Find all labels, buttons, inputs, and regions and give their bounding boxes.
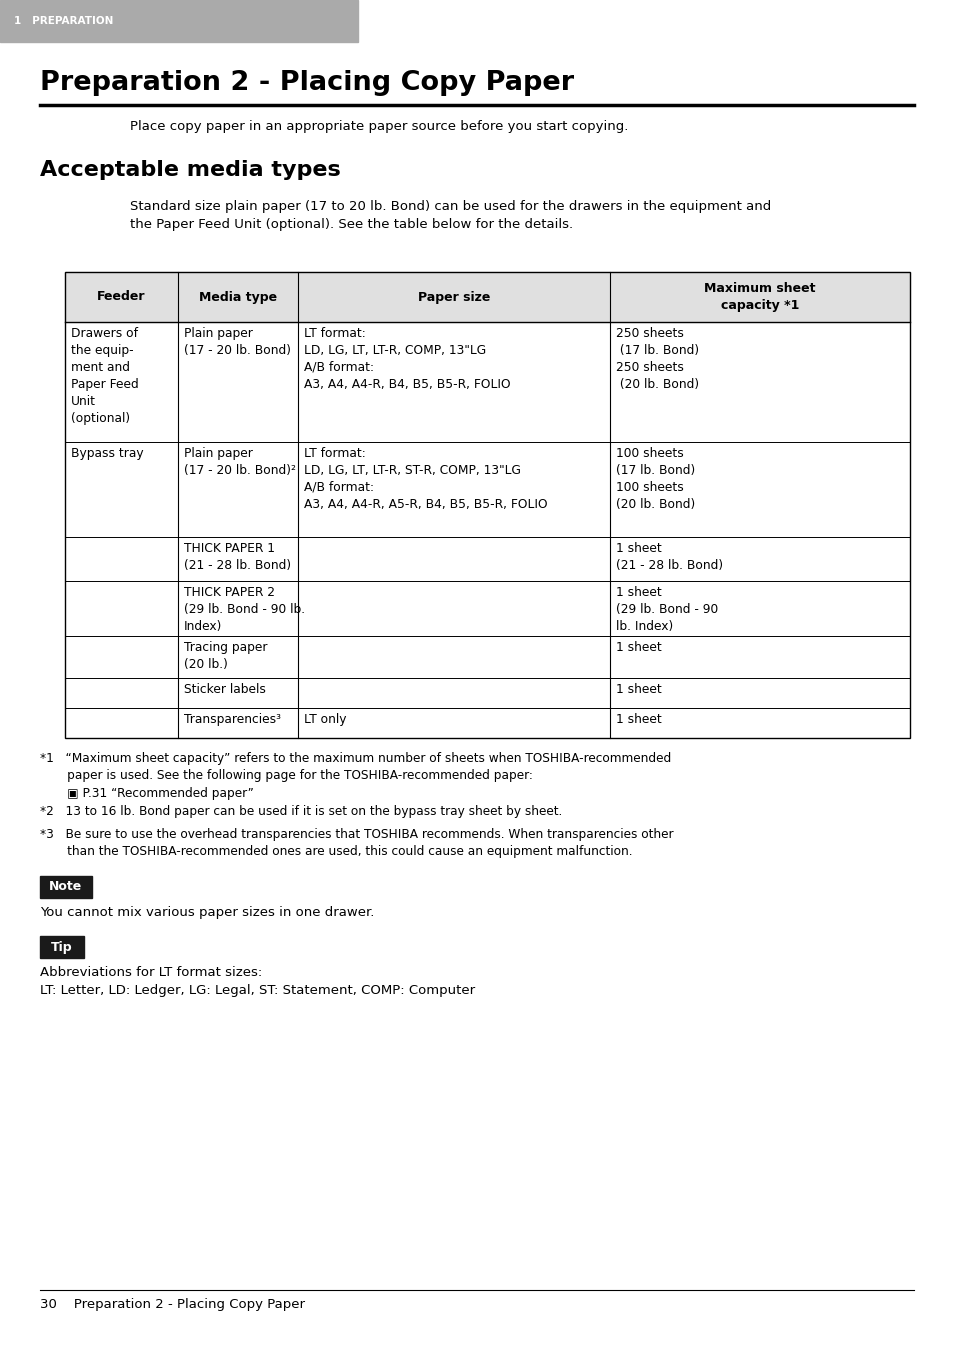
Text: LT format:
LD, LG, LT, LT-R, COMP, 13"LG
A/B format:
A3, A4, A4-R, B4, B5, B5-R,: LT format: LD, LG, LT, LT-R, COMP, 13"LG… [304, 328, 510, 391]
Text: 1 sheet: 1 sheet [616, 683, 661, 696]
Text: Drawers of
the equip-
ment and
Paper Feed
Unit
(optional): Drawers of the equip- ment and Paper Fee… [71, 328, 138, 425]
Text: 1 sheet
(29 lb. Bond - 90
lb. Index): 1 sheet (29 lb. Bond - 90 lb. Index) [616, 586, 718, 634]
Text: Plain paper
(17 - 20 lb. Bond): Plain paper (17 - 20 lb. Bond) [184, 328, 291, 357]
Text: LT only: LT only [304, 713, 346, 727]
Text: Preparation 2 - Placing Copy Paper: Preparation 2 - Placing Copy Paper [40, 70, 574, 96]
Text: Transparencies³: Transparencies³ [184, 713, 281, 727]
Text: 1 sheet
(21 - 28 lb. Bond): 1 sheet (21 - 28 lb. Bond) [616, 542, 722, 572]
Text: Place copy paper in an appropriate paper source before you start copying.: Place copy paper in an appropriate paper… [130, 120, 628, 133]
Text: 1 sheet: 1 sheet [616, 713, 661, 727]
Text: 1 sheet: 1 sheet [616, 642, 661, 654]
Text: 30    Preparation 2 - Placing Copy Paper: 30 Preparation 2 - Placing Copy Paper [40, 1298, 305, 1312]
Text: Media type: Media type [199, 291, 276, 303]
Text: 100 sheets
(17 lb. Bond)
100 sheets
(20 lb. Bond): 100 sheets (17 lb. Bond) 100 sheets (20 … [616, 448, 695, 511]
Text: Maximum sheet
capacity *1: Maximum sheet capacity *1 [703, 283, 815, 311]
Text: 250 sheets
 (17 lb. Bond)
250 sheets
 (20 lb. Bond): 250 sheets (17 lb. Bond) 250 sheets (20 … [616, 328, 699, 391]
Text: Standard size plain paper (17 to 20 lb. Bond) can be used for the drawers in the: Standard size plain paper (17 to 20 lb. … [130, 200, 770, 231]
Text: Acceptable media types: Acceptable media types [40, 160, 340, 181]
Text: Bypass tray: Bypass tray [71, 448, 144, 460]
Text: 1   PREPARATION: 1 PREPARATION [14, 16, 113, 26]
Text: Sticker labels: Sticker labels [184, 683, 266, 696]
Bar [40, 936, 84, 958]
Text: Note: Note [50, 880, 83, 894]
Bar [40, 876, 91, 898]
Text: *2   13 to 16 lb. Bond paper can be used if it is set on the bypass tray sheet b: *2 13 to 16 lb. Bond paper can be used i… [40, 805, 561, 818]
Bar [65, 272, 909, 322]
Text: LT format:
LD, LG, LT, LT-R, ST-R, COMP, 13"LG
A/B format:
A3, A4, A4-R, A5-R, B: LT format: LD, LG, LT, LT-R, ST-R, COMP,… [304, 448, 547, 511]
Bar [0, 0, 357, 42]
Text: Paper size: Paper size [417, 291, 490, 303]
Text: Tip: Tip [51, 941, 72, 953]
Text: Tracing paper
(20 lb.): Tracing paper (20 lb.) [184, 642, 267, 671]
Text: Abbreviations for LT format sizes:
LT: Letter, LD: Ledger, LG: Legal, ST: Statem: Abbreviations for LT format sizes: LT: L… [40, 967, 475, 998]
Text: *3   Be sure to use the overhead transparencies that TOSHIBA recommends. When tr: *3 Be sure to use the overhead transpare… [40, 828, 673, 859]
Text: THICK PAPER 1
(21 - 28 lb. Bond): THICK PAPER 1 (21 - 28 lb. Bond) [184, 542, 291, 572]
Text: THICK PAPER 2
(29 lb. Bond - 90 lb.
Index): THICK PAPER 2 (29 lb. Bond - 90 lb. Inde… [184, 586, 305, 634]
Text: You cannot mix various paper sizes in one drawer.: You cannot mix various paper sizes in on… [40, 906, 374, 919]
Text: Plain paper
(17 - 20 lb. Bond)²: Plain paper (17 - 20 lb. Bond)² [184, 448, 295, 477]
Text: *1   “Maximum sheet capacity” refers to the maximum number of sheets when TOSHIB: *1 “Maximum sheet capacity” refers to th… [40, 752, 671, 799]
Bar [65, 272, 909, 737]
Text: Feeder: Feeder [97, 291, 146, 303]
